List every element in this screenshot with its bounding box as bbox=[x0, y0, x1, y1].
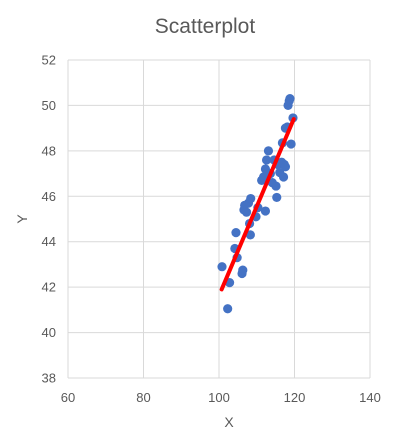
y-axis-ticks: 38 40 42 44 46 48 50 52 bbox=[42, 53, 56, 386]
data-point bbox=[260, 206, 271, 216]
data-point bbox=[285, 94, 295, 104]
data-point bbox=[223, 304, 233, 314]
data-point bbox=[217, 262, 227, 272]
data-point bbox=[278, 172, 289, 182]
data-point bbox=[261, 155, 272, 165]
y-tick-label: 46 bbox=[42, 189, 56, 204]
y-tick-label: 38 bbox=[42, 371, 56, 386]
y-tick-label: 52 bbox=[42, 53, 56, 68]
data-point bbox=[263, 146, 274, 156]
x-tick-label: 100 bbox=[208, 390, 230, 405]
chart-title: Scatterplot bbox=[155, 15, 256, 38]
x-tick-label: 140 bbox=[359, 390, 381, 405]
x-tick-label: 60 bbox=[61, 390, 75, 405]
y-axis-label: Y bbox=[14, 214, 30, 224]
grid-lines bbox=[67, 59, 371, 379]
x-axis-ticks: 60 80 100 120 140 bbox=[61, 390, 381, 405]
data-point bbox=[286, 139, 296, 149]
y-tick-label: 42 bbox=[42, 280, 56, 295]
x-tick-label: 120 bbox=[284, 390, 306, 405]
data-point bbox=[231, 228, 241, 238]
data-point bbox=[245, 230, 255, 240]
data-point bbox=[241, 207, 252, 217]
data-point bbox=[271, 181, 281, 191]
y-tick-label: 50 bbox=[42, 98, 56, 113]
x-axis-label: X bbox=[224, 414, 234, 430]
x-tick-label: 80 bbox=[136, 390, 150, 405]
data-point bbox=[280, 162, 291, 172]
data-point bbox=[246, 193, 256, 204]
trendline bbox=[219, 117, 296, 292]
y-tick-label: 48 bbox=[42, 143, 56, 158]
data-point bbox=[258, 172, 269, 182]
y-tick-label: 40 bbox=[42, 325, 56, 340]
data-point bbox=[238, 265, 248, 275]
data-point bbox=[272, 192, 282, 203]
y-tick-label: 44 bbox=[42, 234, 56, 249]
